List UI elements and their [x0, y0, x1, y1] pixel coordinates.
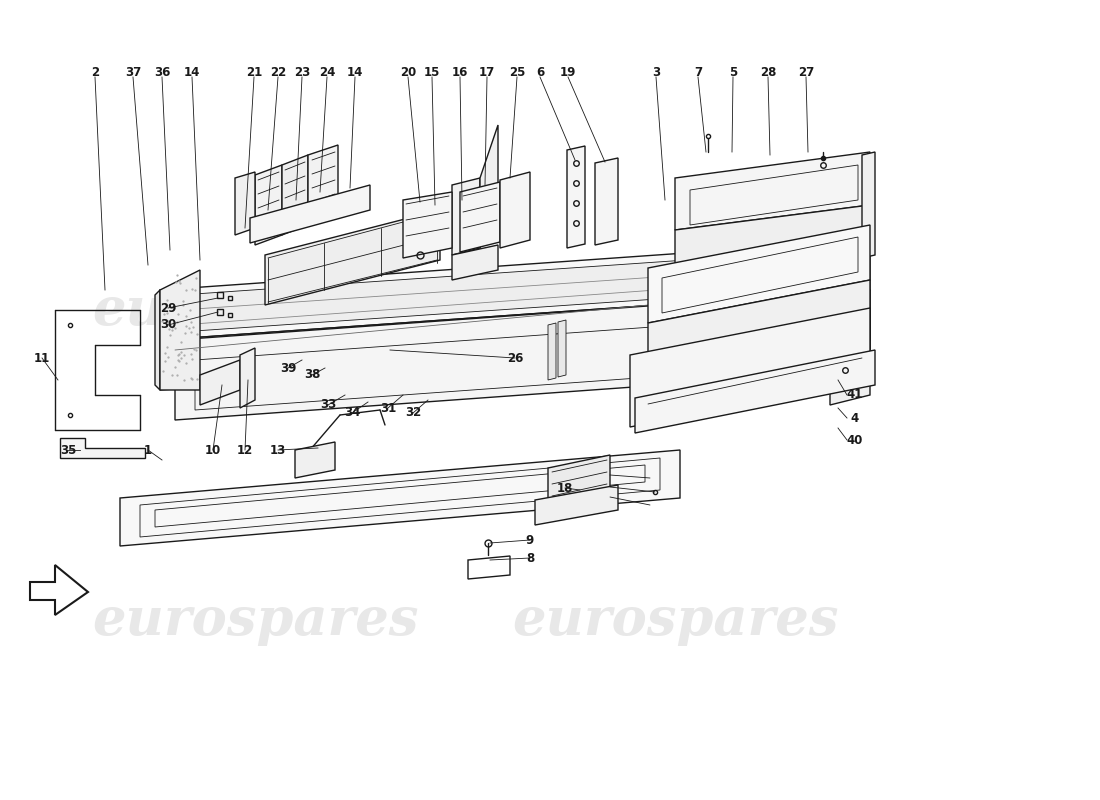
- Text: 7: 7: [694, 66, 702, 78]
- Polygon shape: [308, 145, 338, 225]
- Polygon shape: [295, 442, 336, 478]
- Text: 12: 12: [236, 443, 253, 457]
- Polygon shape: [535, 485, 618, 525]
- Text: 39: 39: [279, 362, 296, 374]
- Text: 30: 30: [160, 318, 176, 331]
- Text: 4: 4: [851, 411, 859, 425]
- Text: 9: 9: [526, 534, 535, 546]
- Text: 33: 33: [320, 398, 337, 411]
- Polygon shape: [566, 146, 585, 248]
- Text: 5: 5: [729, 66, 737, 78]
- Text: 13: 13: [270, 443, 286, 457]
- Text: 22: 22: [270, 66, 286, 78]
- Polygon shape: [240, 348, 255, 408]
- Text: 36: 36: [154, 66, 170, 78]
- Text: eurospares: eurospares: [512, 285, 838, 335]
- Polygon shape: [403, 192, 452, 258]
- Text: 32: 32: [405, 406, 421, 419]
- Text: 8: 8: [526, 551, 535, 565]
- Text: 35: 35: [59, 443, 76, 457]
- Polygon shape: [480, 125, 498, 248]
- Polygon shape: [255, 165, 282, 245]
- Polygon shape: [155, 290, 160, 390]
- Text: 21: 21: [246, 66, 262, 78]
- Polygon shape: [160, 270, 200, 390]
- Polygon shape: [595, 158, 618, 245]
- Text: 27: 27: [798, 66, 814, 78]
- Polygon shape: [548, 455, 610, 513]
- Text: 26: 26: [507, 351, 524, 365]
- Text: 14: 14: [184, 66, 200, 78]
- Polygon shape: [558, 320, 566, 377]
- Text: 19: 19: [560, 66, 576, 78]
- Text: 28: 28: [760, 66, 777, 78]
- Polygon shape: [120, 450, 680, 546]
- Polygon shape: [460, 182, 500, 252]
- Text: 37: 37: [125, 66, 141, 78]
- Polygon shape: [630, 308, 870, 427]
- Text: eurospares: eurospares: [91, 285, 418, 335]
- Polygon shape: [675, 205, 870, 275]
- Text: 3: 3: [652, 66, 660, 78]
- Polygon shape: [265, 210, 440, 305]
- Text: 34: 34: [344, 406, 360, 419]
- Text: 6: 6: [536, 66, 544, 78]
- Polygon shape: [830, 310, 870, 405]
- Polygon shape: [862, 152, 874, 258]
- Text: 15: 15: [424, 66, 440, 78]
- Polygon shape: [648, 225, 870, 323]
- Text: 20: 20: [400, 66, 416, 78]
- Text: eurospares: eurospares: [512, 594, 838, 646]
- Text: 2: 2: [91, 66, 99, 78]
- Polygon shape: [452, 178, 480, 255]
- Text: 38: 38: [304, 369, 320, 382]
- Polygon shape: [250, 185, 370, 243]
- Text: 24: 24: [319, 66, 336, 78]
- Text: 25: 25: [509, 66, 525, 78]
- Polygon shape: [648, 280, 870, 378]
- Polygon shape: [675, 152, 870, 230]
- Polygon shape: [160, 290, 870, 390]
- Text: 11: 11: [34, 351, 51, 365]
- Text: 40: 40: [847, 434, 864, 446]
- Text: 17: 17: [478, 66, 495, 78]
- Polygon shape: [200, 360, 240, 405]
- Text: eurospares: eurospares: [91, 594, 418, 646]
- Text: 23: 23: [294, 66, 310, 78]
- Polygon shape: [548, 323, 556, 380]
- Text: 31: 31: [379, 402, 396, 414]
- Text: 16: 16: [452, 66, 469, 78]
- Polygon shape: [160, 240, 870, 340]
- Polygon shape: [175, 290, 870, 420]
- Polygon shape: [452, 245, 498, 280]
- Text: 14: 14: [346, 66, 363, 78]
- Polygon shape: [635, 350, 874, 433]
- Polygon shape: [500, 172, 530, 248]
- Text: 29: 29: [160, 302, 176, 314]
- Polygon shape: [60, 438, 145, 458]
- Text: 18: 18: [557, 482, 573, 494]
- Polygon shape: [235, 172, 255, 235]
- Text: 1: 1: [144, 443, 152, 457]
- Polygon shape: [282, 155, 308, 235]
- Text: 41: 41: [847, 389, 864, 402]
- Polygon shape: [180, 248, 860, 332]
- Text: 10: 10: [205, 443, 221, 457]
